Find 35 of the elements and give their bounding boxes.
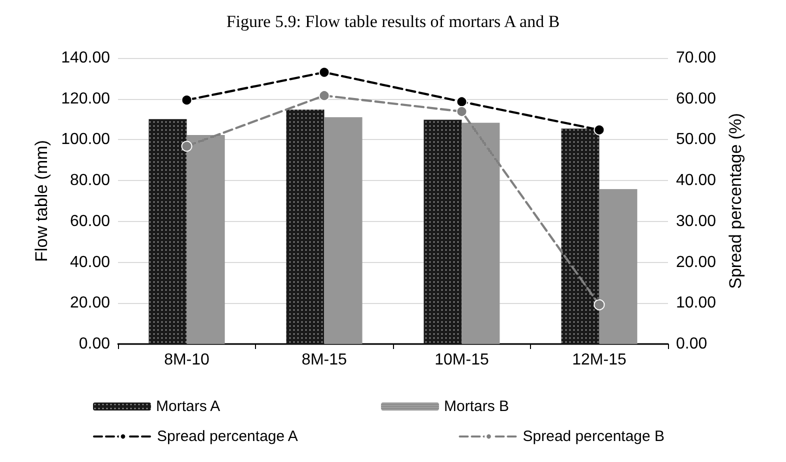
y2-tick-label: 0.00 — [676, 336, 708, 352]
y2-tick-label: 50.00 — [676, 131, 716, 148]
y-tick-label: 40.00 — [70, 254, 110, 271]
y-tick-label: 60.00 — [70, 212, 110, 230]
y-tick-label: 0.00 — [78, 336, 110, 352]
x-tick-label: 12M-15 — [572, 352, 626, 368]
legend-label: Mortars B — [444, 398, 510, 415]
point — [594, 299, 605, 310]
y-axis-title: Flow table (mm) — [32, 140, 52, 262]
point — [594, 124, 605, 136]
y2-axis-title: Spread percentage (%) — [726, 113, 745, 289]
y2-tick-label: 40.00 — [676, 172, 716, 190]
y2-tick-label: 30.00 — [676, 212, 716, 230]
legend-label: Spread percentage B — [522, 428, 665, 445]
point — [456, 96, 468, 108]
y-tick-label: 20.00 — [70, 294, 110, 312]
y-tick-label: 140.00 — [61, 50, 110, 66]
y-tick-label: 100.00 — [61, 131, 110, 148]
point — [318, 90, 330, 102]
y-tick-label: 80.00 — [70, 172, 110, 190]
point — [318, 66, 330, 78]
x-tick-label: 8M-15 — [302, 352, 348, 368]
y2-tick-label: 10.00 — [676, 294, 716, 312]
y-tick-label: 120.00 — [61, 90, 110, 108]
y2-tick-label: 20.00 — [676, 254, 716, 271]
y2-tick-label: 60.00 — [676, 90, 716, 108]
legend-label: Spread percentage A — [157, 428, 298, 445]
chart-title: Figure 5.9: Flow table results of mortars A and B — [226, 12, 560, 31]
x-tick-label: 8M-10 — [164, 352, 210, 368]
y2-tick-label: 70.00 — [676, 50, 716, 66]
point — [181, 94, 192, 106]
point — [181, 140, 192, 152]
legend-label: Mortars A — [156, 398, 220, 415]
x-tick-label: 10M-15 — [434, 352, 489, 368]
point — [456, 106, 468, 118]
